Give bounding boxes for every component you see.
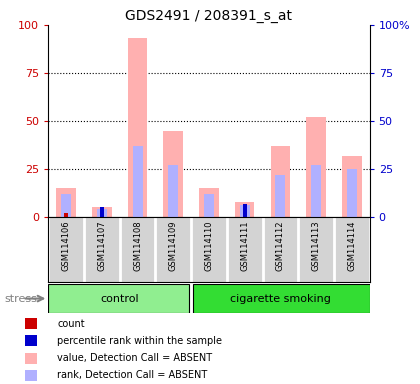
- Bar: [270, 146, 290, 217]
- Text: GSM114110: GSM114110: [205, 220, 213, 271]
- Bar: [199, 188, 219, 217]
- Bar: [342, 156, 362, 217]
- Bar: [168, 165, 178, 217]
- Text: rank, Detection Call = ABSENT: rank, Detection Call = ABSENT: [58, 370, 207, 381]
- Text: GSM114113: GSM114113: [312, 220, 320, 271]
- Bar: [61, 194, 71, 217]
- Bar: [347, 169, 357, 217]
- Bar: [311, 165, 321, 217]
- Bar: [97, 209, 107, 217]
- Text: GSM114108: GSM114108: [133, 220, 142, 271]
- Text: count: count: [58, 318, 85, 329]
- Title: GDS2491 / 208391_s_at: GDS2491 / 208391_s_at: [126, 8, 292, 23]
- Bar: [24, 318, 37, 329]
- Bar: [100, 207, 104, 217]
- Text: GSM114106: GSM114106: [62, 220, 71, 271]
- Text: percentile rank within the sample: percentile rank within the sample: [58, 336, 222, 346]
- Text: stress: stress: [4, 293, 37, 304]
- Bar: [24, 370, 37, 381]
- Bar: [163, 131, 183, 217]
- Bar: [306, 117, 326, 217]
- Text: control: control: [100, 293, 139, 304]
- Bar: [24, 335, 37, 346]
- Bar: [128, 38, 147, 217]
- Bar: [235, 202, 255, 217]
- Bar: [193, 284, 370, 313]
- Bar: [48, 284, 189, 313]
- Bar: [64, 213, 68, 217]
- Text: GSM114111: GSM114111: [240, 220, 249, 271]
- Text: GSM114107: GSM114107: [97, 220, 106, 271]
- Text: value, Detection Call = ABSENT: value, Detection Call = ABSENT: [58, 353, 213, 363]
- Text: GSM114114: GSM114114: [347, 220, 356, 271]
- Bar: [92, 207, 112, 217]
- Bar: [56, 188, 76, 217]
- Bar: [133, 146, 142, 217]
- Text: cigarette smoking: cigarette smoking: [230, 293, 331, 304]
- Bar: [24, 353, 37, 364]
- Bar: [240, 205, 249, 217]
- Bar: [276, 175, 285, 217]
- Bar: [242, 204, 247, 217]
- Text: GSM114109: GSM114109: [169, 220, 178, 271]
- Bar: [204, 194, 214, 217]
- Text: GSM114112: GSM114112: [276, 220, 285, 271]
